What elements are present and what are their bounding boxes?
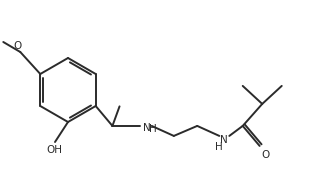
Text: OH: OH (46, 145, 62, 155)
Text: N: N (143, 123, 151, 133)
Text: H: H (149, 124, 156, 134)
Text: O: O (13, 41, 21, 51)
Text: O: O (262, 150, 270, 160)
Text: H: H (215, 142, 223, 152)
Text: N: N (220, 135, 228, 145)
